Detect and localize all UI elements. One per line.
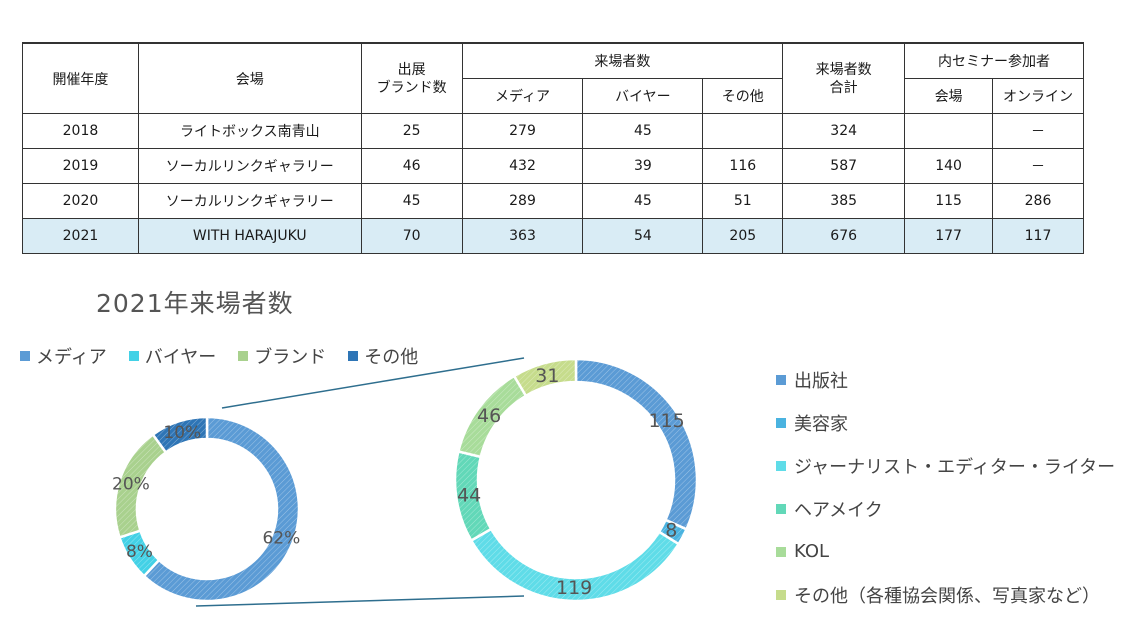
- donut-slice-texture: [514, 359, 576, 396]
- data-label: 119: [556, 577, 592, 599]
- donut-slice-texture: [659, 519, 687, 545]
- cell-venue: ソーカルリンクギャラリー: [137, 183, 362, 219]
- legend-item: ヘアメイク: [776, 487, 1115, 530]
- connector-line-top: [221, 357, 525, 409]
- header-onsite: 会場: [904, 78, 994, 114]
- donut-slice-texture: [455, 451, 492, 541]
- media-breakdown-legend: 出版社 美容家 ジャーナリスト・エディター・ライター ヘアメイク KOL その他…: [776, 358, 1115, 616]
- legend-item: メディア: [20, 343, 107, 369]
- data-label: 62%: [262, 528, 300, 548]
- legend-label: 出版社: [794, 370, 848, 392]
- legend-item: その他: [348, 343, 418, 369]
- data-label: 8%: [126, 542, 153, 562]
- data-label: 10%: [163, 423, 201, 443]
- donut-slice-texture: [119, 530, 160, 577]
- cell-media: 432: [461, 148, 584, 184]
- cell-online: 117: [992, 218, 1084, 254]
- cell-year: 2021: [22, 218, 139, 254]
- legend-item: 出版社: [776, 358, 1115, 401]
- donut-slice-texture: [144, 417, 299, 601]
- legend-item: KOL: [776, 530, 1115, 573]
- cell-year: 2019: [22, 148, 139, 184]
- legend-swatch: [776, 546, 786, 557]
- table-row-highlighted: 2021 WITH HARAJUKU 70 363 54 205 676 177…: [22, 218, 1084, 254]
- table-row: 2020 ソーカルリンクギャラリー 45 289 45 51 385 115 2…: [22, 183, 1084, 219]
- legend-swatch: [776, 460, 786, 471]
- legend-label: メディア: [36, 347, 107, 368]
- cell-media: 363: [461, 218, 584, 254]
- header-visitors-group: 来場者数: [461, 42, 784, 79]
- donut-slice-texture: [471, 529, 679, 602]
- data-label: 44: [457, 484, 481, 506]
- visitor-stats-table: 開催年度 会場 出展 ブランド数 来場者数 来場者数 合計 内セミナー参加者 メ…: [22, 42, 1084, 254]
- cell-venue: WITH HARAJUKU: [137, 218, 362, 254]
- legend-item: 美容家: [776, 401, 1115, 444]
- header-seminar-group: 内セミナー参加者: [904, 42, 1084, 79]
- header-total: 来場者数 合計: [782, 42, 906, 114]
- donut-slice-texture: [152, 417, 207, 453]
- legend-item: ジャーナリスト・エディター・ライター: [776, 444, 1115, 487]
- legend-swatch: [776, 374, 786, 385]
- cell-total: 587: [782, 148, 906, 184]
- cell-brands: 70: [360, 218, 463, 254]
- legend-swatch: [776, 503, 786, 514]
- legend-label: ヘアメイク: [794, 499, 883, 521]
- cell-year: 2020: [22, 183, 139, 219]
- legend-item: バイヤー: [128, 343, 217, 369]
- legend-swatch: [128, 351, 139, 361]
- legend-swatch: [776, 589, 786, 600]
- cell-online: －: [992, 148, 1084, 184]
- donut-slice-texture: [115, 434, 166, 538]
- legend-label: その他（各種協会関係、写真家など）: [794, 585, 1100, 607]
- cell-onsite: 177: [904, 218, 994, 254]
- legend-swatch: [348, 351, 359, 361]
- cell-buyer: 39: [582, 148, 704, 184]
- donut-slice-texture: [458, 376, 526, 457]
- legend-label: 美容家: [794, 413, 848, 435]
- legend-label: KOL: [794, 541, 830, 562]
- donut-slice-texture: [576, 359, 697, 530]
- cell-total: 385: [782, 183, 906, 219]
- table-row: 2019 ソーカルリンクギャラリー 46 432 39 116 587 140 …: [22, 148, 1084, 184]
- visitor-type-legend: メディア バイヤー ブランド その他: [20, 343, 418, 369]
- header-buyer: バイヤー: [582, 78, 704, 114]
- legend-swatch: [776, 417, 786, 428]
- legend-item: ブランド: [238, 343, 326, 369]
- data-label: 115: [648, 410, 684, 432]
- header-venue: 会場: [137, 42, 362, 114]
- legend-swatch: [20, 351, 30, 361]
- connector-line-bottom: [195, 595, 525, 607]
- header-media: メディア: [461, 78, 584, 114]
- cell-venue: ライトボックス南青山: [137, 113, 362, 149]
- legend-label: ブランド: [254, 347, 327, 368]
- cell-other: 205: [702, 218, 784, 254]
- cell-online: 286: [992, 183, 1084, 219]
- cell-onsite: [904, 113, 994, 149]
- cell-brands: 25: [360, 113, 463, 149]
- chart-title: 2021年来場者数: [96, 289, 294, 318]
- data-label: 31: [535, 365, 559, 387]
- cell-onsite: 140: [904, 148, 994, 184]
- cell-media: 289: [461, 183, 584, 219]
- visitor-type-donut: 62% 8% 20% 10%: [112, 415, 300, 603]
- cell-total: 676: [782, 218, 906, 254]
- legend-label: バイヤー: [144, 347, 217, 368]
- header-year: 開催年度: [22, 42, 139, 114]
- cell-buyer: 45: [582, 113, 704, 149]
- legend-label: ジャーナリスト・エディター・ライター: [794, 456, 1116, 478]
- cell-buyer: 54: [582, 218, 704, 254]
- cell-other: 116: [702, 148, 784, 184]
- cell-online: －: [992, 113, 1084, 149]
- data-label: 46: [477, 405, 501, 427]
- legend-label: その他: [364, 347, 419, 368]
- data-label: 20%: [112, 474, 150, 494]
- legend-swatch: [238, 351, 249, 361]
- table-row: 2018 ライトボックス南青山 25 279 45 324 －: [22, 113, 1084, 149]
- legend-item: その他（各種協会関係、写真家など）: [776, 573, 1115, 616]
